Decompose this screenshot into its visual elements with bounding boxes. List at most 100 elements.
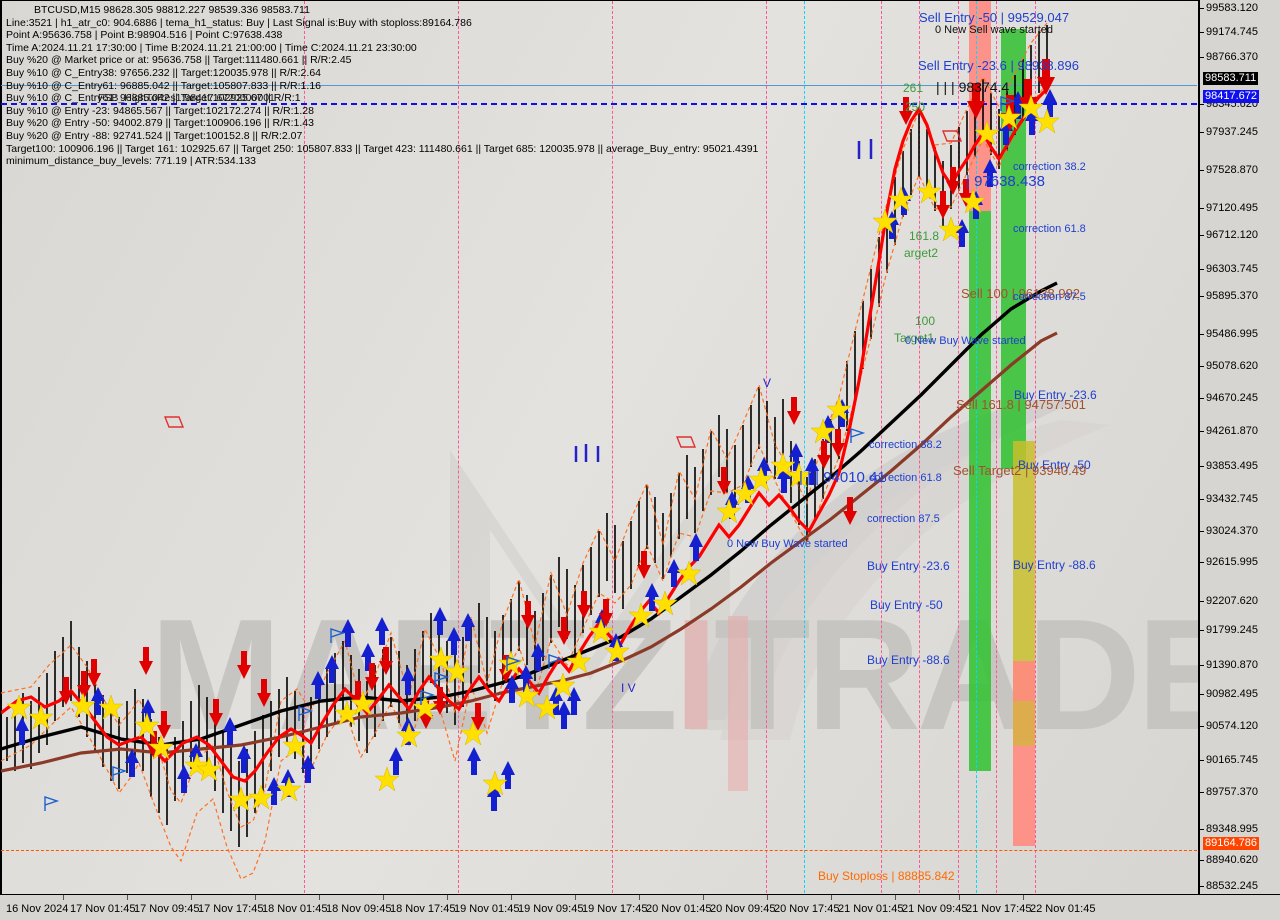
time-tick-separator — [319, 895, 320, 900]
last-price-tag[interactable]: 98583.711 — [1203, 72, 1259, 85]
time-tick-label: 19 Nov 01:45 — [454, 903, 520, 915]
price-tick-label: 96712.120 — [1206, 229, 1258, 241]
price-tick-dash — [1200, 499, 1204, 500]
time-tick-label: 21 Nov 01:45 — [838, 903, 904, 915]
price-tick-dash — [1200, 366, 1204, 367]
sell-target2-label: Sell Target2 | 93940.49 — [953, 463, 1087, 478]
info-line-7: Buy %10 @ Entry -23: 94865.567 || Target… — [6, 104, 314, 117]
price-tick-dash — [1200, 269, 1204, 270]
stoploss-price-tag[interactable]: 89164.786 — [1203, 837, 1259, 850]
wave-label-iv: I V — [621, 681, 636, 695]
price-tick-dash — [1200, 132, 1204, 133]
price-tick-dash — [1200, 466, 1204, 467]
time-tick-separator — [831, 895, 832, 900]
target1-label: Target1 — [894, 331, 935, 345]
time-tick-separator — [1023, 895, 1024, 900]
time-tick-separator — [63, 895, 64, 900]
time-tick-separator — [703, 895, 704, 900]
price-tick: 95895.370 — [1200, 290, 1280, 303]
price-tick-dash — [1200, 208, 1204, 209]
hline-stoploss — [1, 850, 1197, 851]
time-scale[interactable]: 16 Nov 2024 17 Nov 01:45 17 Nov 09:45 17 No… — [0, 894, 1280, 920]
hollow-sell-markers — [163, 130, 963, 448]
price-tick: 91799.245 — [1200, 624, 1280, 637]
price-tick: 94261.870 — [1200, 425, 1280, 438]
time-tick-label: 19 Nov 17:45 — [582, 903, 648, 915]
correction-618-mid-label: correction 61.8 — [869, 472, 942, 484]
price-tick: 99174.745 — [1200, 26, 1280, 39]
time-tick-label: 18 Nov 17:45 — [390, 903, 456, 915]
price-tick-dash — [1200, 829, 1204, 830]
new-sell-wave-label: 0 New Sell wave started — [935, 24, 1053, 36]
new-buy-wave-right-label: 0 New Buy Wave started — [905, 335, 1026, 347]
buy-entry-minus50-mid: Buy Entry -50 — [870, 598, 943, 612]
buy-entry-minus236-right: Buy Entry -23.6 — [1014, 388, 1097, 402]
price-tick-dash — [1200, 665, 1204, 666]
slow-ma-line — [1, 331, 1058, 773]
price-tick: 95486.995 — [1200, 328, 1280, 341]
sell-1618-label: Sell 161.8 | 94757.501 — [956, 397, 1086, 412]
price-tick-label: 92615.995 — [1206, 556, 1258, 568]
price-tick-dash — [1200, 792, 1204, 793]
plot-area[interactable]: Sell Entry -50 | 99529.047 0 New Sell wav… — [1, 1, 1197, 893]
time-tick-label: 18 Nov 01:45 — [262, 903, 328, 915]
time-tick-label: 22 Nov 01:45 — [1030, 903, 1096, 915]
price-tick-dash — [1200, 334, 1204, 335]
time-tick-label: 21 Nov 09:45 — [902, 903, 968, 915]
price-tick-label: 95078.620 — [1206, 360, 1258, 372]
price-tick-label: 89348.995 — [1206, 823, 1258, 835]
correction-618-right-label: correction 61.8 — [1013, 223, 1086, 235]
time-tick-separator — [447, 895, 448, 900]
bid-price-tag[interactable]: 98417.672 — [1203, 90, 1259, 103]
price-tick-dash — [1200, 760, 1204, 761]
price-scale[interactable]: 99583.120 99174.745 98766.370 98345.620 9793… — [1198, 0, 1280, 894]
price-tick-label: 90982.495 — [1206, 688, 1258, 700]
correction-382-right-label: correction 38.2 — [1013, 161, 1086, 173]
sell-entry-minus236-label: Sell Entry -23.6 | 98938.896 — [918, 58, 1079, 73]
price-tick-dash — [1200, 57, 1204, 58]
info-line-4: Buy %10 @ C_Entry38: 97656.232 || Target… — [6, 66, 321, 79]
price-tick-dash — [1200, 104, 1204, 105]
indicator-info-panel: BTCUSD,M15 98628.305 98812.227 98539.336… — [6, 4, 766, 168]
price-tick-label: 97120.495 — [1206, 202, 1258, 214]
price-tick: 88532.245 — [1200, 880, 1280, 893]
buy-entry-minus886-right: Buy Entry -88.6 — [1013, 558, 1096, 572]
price-tick-dash — [1200, 296, 1204, 297]
vline-pink-2 — [458, 1, 459, 893]
price-tick-dash — [1200, 726, 1204, 727]
time-tick-separator — [767, 895, 768, 900]
price-tick-dash — [1200, 32, 1204, 33]
price-tick: 88940.620 — [1200, 854, 1280, 867]
price-tick-label: 95895.370 — [1206, 290, 1258, 302]
price-tick: 92615.995 — [1200, 556, 1280, 569]
price-tick-dash — [1200, 562, 1204, 563]
price-tick: 96303.745 — [1200, 263, 1280, 276]
time-tick-separator — [639, 895, 640, 900]
time-tick-label: 20 Nov 17:45 — [774, 903, 840, 915]
time-tick-separator — [895, 895, 896, 900]
price-tick-dash — [1200, 431, 1204, 432]
price-tick: 89348.995 — [1200, 823, 1280, 836]
price-tick-label: 99174.745 — [1206, 26, 1258, 38]
info-line-5: Buy %10 @ C_Entry61: 96885.042 || Target… — [6, 79, 321, 92]
price-tick-label: 90165.745 — [1206, 754, 1258, 766]
symbol-header: BTCUSD,M15 98628.305 98812.227 98539.336… — [34, 4, 310, 16]
price-97638-label: | 97638.438 — [966, 173, 1045, 190]
price-tick: 89757.370 — [1200, 786, 1280, 799]
fib-261-label: 261 — [903, 81, 924, 95]
time-tick-label: 18 Nov 09:45 — [326, 903, 392, 915]
buy-stoploss-label: Buy Stoploss | 88885.842 — [818, 869, 955, 883]
wave-label-v: V — [763, 376, 772, 390]
time-tick-separator — [383, 895, 384, 900]
new-buy-wave-mid-label: 0 New Buy Wave started — [727, 538, 848, 550]
price-tick-dash — [1200, 8, 1204, 9]
price-tick: 98766.370 — [1200, 51, 1280, 64]
time-tick-label: 19 Nov 09:45 — [518, 903, 584, 915]
price-tick: 97937.245 — [1200, 126, 1280, 139]
price-tick-label: 95486.995 — [1206, 328, 1258, 340]
price-tick-dash — [1200, 170, 1204, 171]
hline-bid-price — [1, 103, 1197, 105]
info-line-1: Point A:95636.758 | Point B:98904.516 | … — [6, 29, 283, 42]
fsb-high-to-res-overlay: FSB_HighToRes1:98417.6720000001 — [98, 92, 275, 105]
